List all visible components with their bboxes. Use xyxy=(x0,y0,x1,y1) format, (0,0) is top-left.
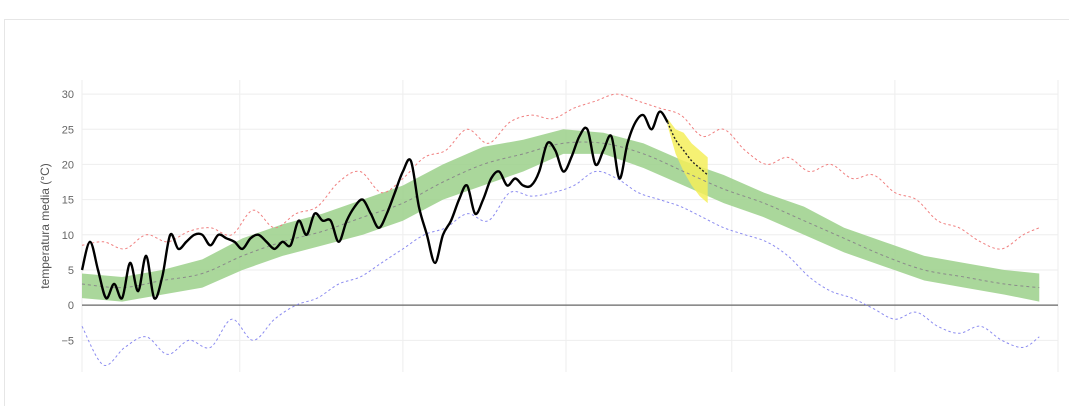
y-tick-label: 15 xyxy=(62,195,74,207)
min-line xyxy=(81,170,1040,366)
y-tick-label: 10 xyxy=(62,230,74,242)
current-line xyxy=(80,110,669,300)
y-tick-labels: −5 0 5 10 15 20 25 30 xyxy=(61,89,74,347)
forecast-line xyxy=(666,121,709,176)
chart-frame xyxy=(4,19,1069,406)
max-line xyxy=(81,93,1040,250)
y-tick-label: 25 xyxy=(62,124,74,136)
y-tick-label: 0 xyxy=(68,300,74,312)
y-tick-label: −5 xyxy=(61,335,74,347)
grid xyxy=(81,80,1059,372)
forecast-band xyxy=(667,118,708,204)
normal-range-band xyxy=(82,129,1040,302)
y-tick-label: 5 xyxy=(68,265,74,277)
mean-line xyxy=(81,141,1040,289)
y-tick-label: 30 xyxy=(62,89,74,101)
lines xyxy=(80,93,1040,366)
bands xyxy=(82,118,1040,302)
y-tick-label: 20 xyxy=(62,159,74,171)
y-axis-title: temperatura media (°C) xyxy=(38,163,52,289)
